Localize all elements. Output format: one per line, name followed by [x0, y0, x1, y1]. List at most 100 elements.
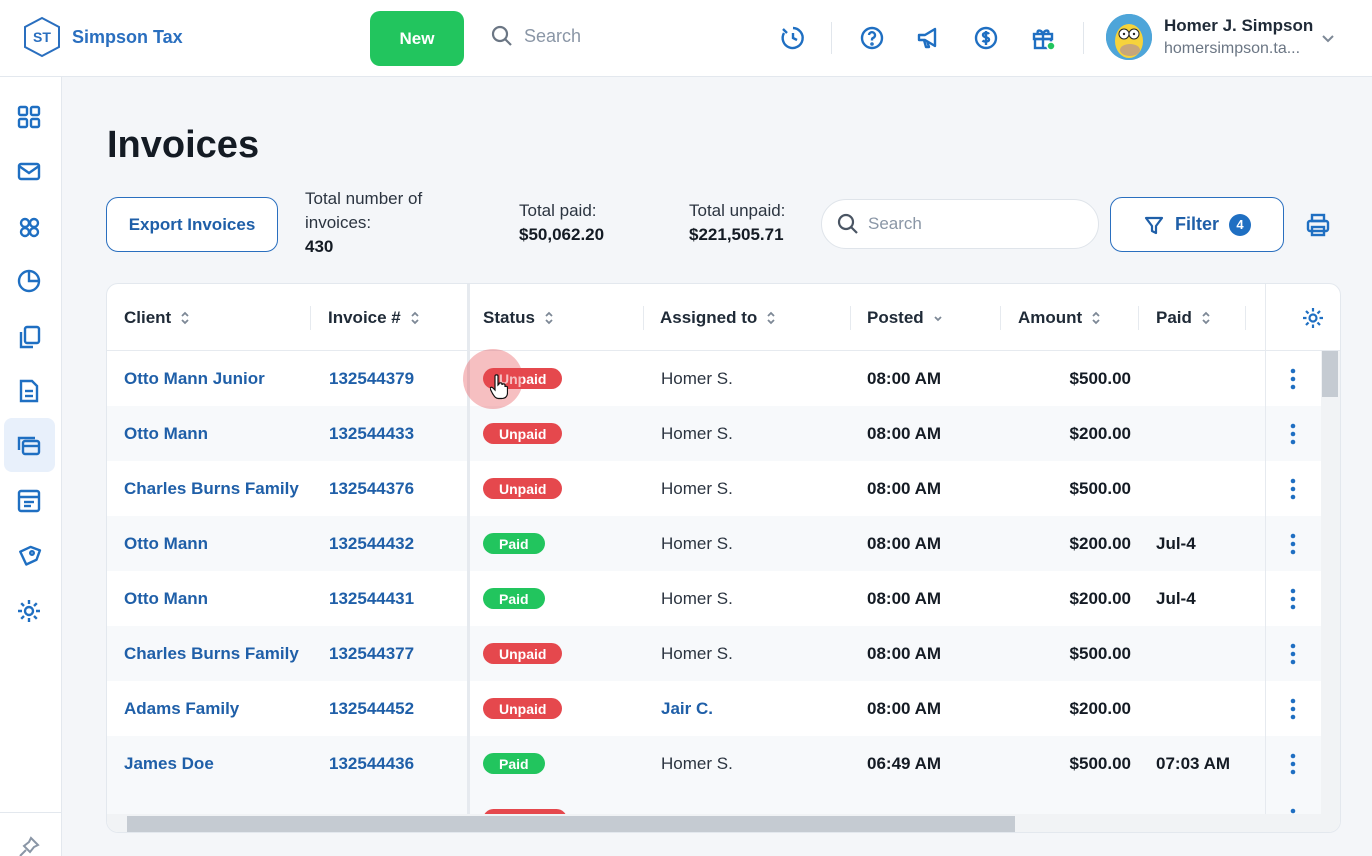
brand-logo[interactable]: ST Simpson Tax [22, 16, 183, 58]
status-badge[interactable]: Paid [483, 588, 545, 609]
invoice-number-link[interactable]: 132544379 [329, 368, 415, 388]
status-badge[interactable]: Unpaid [483, 643, 563, 664]
status-badge[interactable]: Paid [483, 533, 545, 554]
column-header-posted[interactable]: Posted [867, 284, 944, 351]
chevron-down-icon[interactable] [1318, 28, 1338, 48]
invoices-icon[interactable] [15, 432, 43, 460]
row-actions-icon[interactable] [1290, 478, 1296, 500]
gift-icon[interactable] [1029, 24, 1057, 52]
invoice-number-link[interactable]: 132544432 [329, 533, 415, 553]
row-actions-icon[interactable] [1290, 423, 1296, 445]
row-actions-icon[interactable] [1290, 698, 1296, 720]
status-badge[interactable] [483, 809, 567, 814]
table-row-partial[interactable] [107, 791, 1321, 814]
column-header-invoice[interactable]: Invoice # [328, 284, 421, 351]
timer-icon[interactable] [779, 24, 807, 52]
horizontal-scrollbar[interactable] [107, 814, 1340, 832]
billing-dollar-icon[interactable] [972, 24, 1000, 52]
column-settings-icon[interactable] [1301, 306, 1325, 330]
invoice-number-link[interactable]: 132544436 [329, 753, 415, 773]
status-badge[interactable]: Unpaid [483, 698, 563, 719]
table-row[interactable]: Otto Mann 132544433 Unpaid Homer S. 08:00 AM… [107, 406, 1321, 461]
invoice-number-link[interactable]: 132544433 [329, 423, 415, 443]
column-label: Client [124, 307, 172, 327]
table-row[interactable]: Adams Family 132544452 Unpaid Jair C. 08:00 … [107, 681, 1321, 736]
client-link[interactable]: Otto Mann [124, 588, 209, 608]
client-link[interactable]: James Doe [124, 753, 214, 773]
settings-icon[interactable] [15, 597, 43, 625]
print-icon[interactable] [1304, 211, 1332, 239]
user-menu[interactable]: Homer J. Simpson homersimpson.ta... [1106, 14, 1313, 60]
tags-icon[interactable] [15, 543, 43, 571]
amount-value: $500.00 [1069, 643, 1131, 663]
documents-icon[interactable] [15, 323, 43, 351]
global-search[interactable]: Search [490, 24, 581, 48]
announcement-icon[interactable] [915, 24, 943, 52]
filter-button[interactable]: Filter 4 [1110, 197, 1284, 252]
column-header-client[interactable]: Client [124, 284, 191, 351]
client-link[interactable]: Otto Mann Junior [124, 368, 265, 388]
table-row[interactable]: Charles Burns Family 132544377 Unpaid Homer… [107, 626, 1321, 681]
assigned-cell: Homer S. [661, 516, 733, 571]
column-divider [1245, 306, 1246, 330]
search-icon [491, 25, 512, 46]
client-link[interactable]: Charles Burns Family [124, 643, 299, 663]
column-header-assigned[interactable]: Assigned to [660, 284, 777, 351]
assigned-to: Homer S. [661, 588, 733, 608]
billing-icon[interactable] [15, 487, 43, 515]
invoice-number-link[interactable]: 132544452 [329, 698, 415, 718]
client-link[interactable]: Otto Mann [124, 533, 209, 553]
total-unpaid-value: $221,505.71 [689, 225, 784, 244]
hand-cursor-icon [490, 374, 508, 400]
user-name: Homer J. Simpson [1164, 16, 1314, 35]
row-actions-icon[interactable] [1290, 588, 1296, 610]
row-actions-icon[interactable] [1290, 368, 1296, 390]
column-header-amount[interactable]: Amount [1018, 284, 1102, 351]
client-link[interactable]: Adams Family [124, 698, 240, 718]
column-divider [643, 306, 644, 330]
column-header-paid[interactable]: Paid [1156, 284, 1212, 351]
table-row[interactable]: Otto Mann Junior 132544379 Unpaid Homer S. 0… [107, 351, 1321, 406]
assigned-to: Homer S. [661, 368, 733, 388]
status-badge[interactable]: Unpaid [483, 423, 563, 444]
table-row[interactable]: Otto Mann 132544432 Paid Homer S. 08:00 AM $2… [107, 516, 1321, 571]
dashboard-icon[interactable] [15, 103, 43, 131]
vertical-scrollbar[interactable] [1321, 351, 1340, 814]
logo-initials: ST [33, 29, 51, 45]
funnel-icon [1144, 216, 1164, 234]
row-actions-icon[interactable] [1290, 808, 1296, 814]
insights-icon[interactable] [15, 267, 43, 295]
row-actions-icon[interactable] [1290, 643, 1296, 665]
search-icon [837, 213, 858, 234]
posted-cell: 08:00 AM [867, 406, 941, 461]
invoice-search-input[interactable]: Search [821, 199, 1099, 249]
vertical-scroll-thumb[interactable] [1322, 351, 1338, 397]
row-actions-icon[interactable] [1290, 753, 1296, 775]
client-link[interactable]: Otto Mann [124, 423, 209, 443]
table-row[interactable]: James Doe 132544436 Paid Homer S. 06:49 AM $5… [107, 736, 1321, 791]
column-label: Paid [1156, 307, 1192, 327]
total-paid-value: $50,062.20 [519, 225, 605, 244]
table-row[interactable]: Charles Burns Family 132544376 Unpaid Homer… [107, 461, 1321, 516]
pin-icon[interactable] [17, 835, 41, 856]
invoice-number-link[interactable]: 132544376 [329, 478, 415, 498]
sort-icon [545, 311, 553, 324]
status-badge[interactable]: Unpaid [483, 478, 563, 499]
help-icon[interactable] [858, 24, 886, 52]
table-row[interactable]: Otto Mann 132544431 Paid Homer S. 08:00 AM $2… [107, 571, 1321, 626]
inbox-icon[interactable] [15, 157, 43, 185]
invoice-cell: 132544433 [329, 406, 414, 461]
row-actions-icon[interactable] [1290, 533, 1296, 555]
invoice-number-link[interactable]: 132544431 [329, 588, 415, 608]
posted-cell: 08:00 AM [867, 461, 941, 516]
assigned-to[interactable]: Jair C. [661, 698, 713, 718]
forms-icon[interactable] [15, 377, 43, 405]
new-button[interactable]: New [370, 11, 464, 66]
invoice-number-link[interactable]: 132544377 [329, 643, 415, 663]
contacts-icon[interactable] [15, 213, 43, 241]
horizontal-scroll-thumb[interactable] [127, 816, 1015, 832]
client-link[interactable]: Charles Burns Family [124, 478, 299, 498]
status-badge[interactable]: Paid [483, 753, 545, 774]
export-invoices-button[interactable]: Export Invoices [106, 197, 278, 252]
column-header-status[interactable]: Status [483, 284, 555, 351]
